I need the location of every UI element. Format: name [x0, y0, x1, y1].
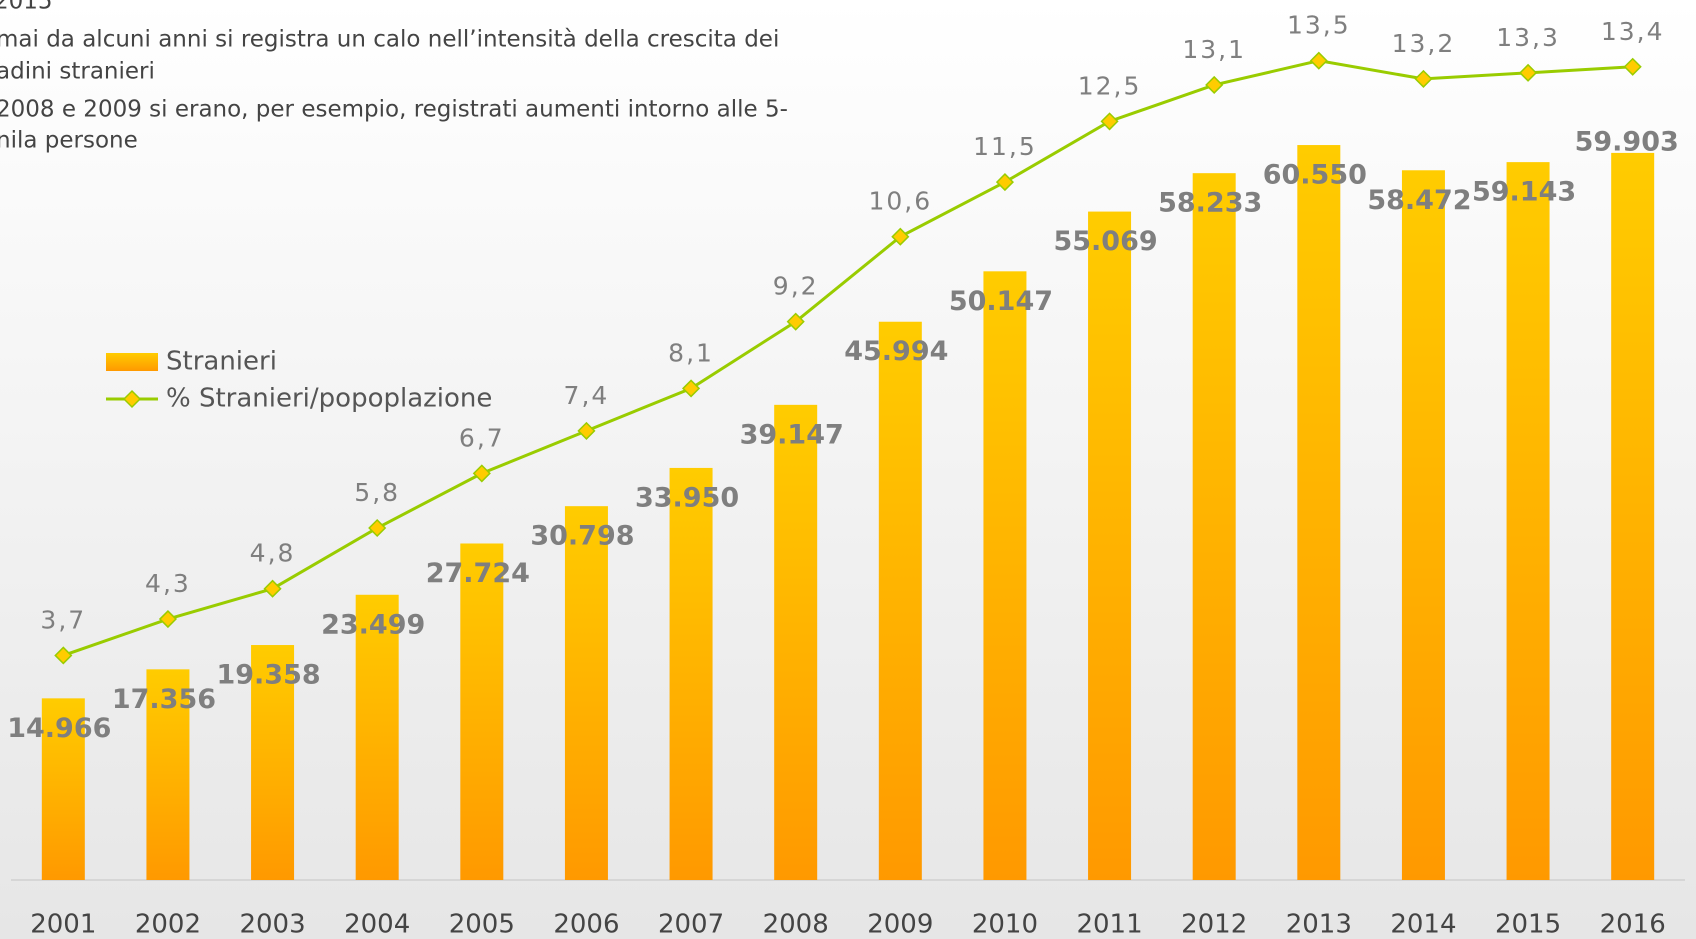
bar-label: 50.147: [949, 286, 1053, 317]
line-label: 4,8: [250, 539, 296, 568]
bar: [355, 594, 399, 880]
x-tick-label: 2001: [30, 910, 96, 939]
marker: [577, 421, 596, 440]
bar-label: 45.994: [844, 336, 948, 367]
line-label: 13,1: [1182, 35, 1246, 64]
x-tick-label: 2011: [1076, 910, 1142, 939]
marker: [1205, 75, 1224, 95]
bar: [1088, 211, 1132, 880]
line-label: 13,2: [1392, 29, 1456, 58]
bar-label: 55.069: [1053, 226, 1157, 257]
line-label: 7,4: [564, 381, 610, 410]
marker: [891, 227, 910, 246]
x-tick-label: 2013: [1286, 910, 1352, 939]
bar-label: 58.472: [1367, 185, 1471, 216]
bar: [1401, 170, 1445, 881]
x-tick-label: 2002: [135, 910, 201, 939]
x-tick-label: 2003: [239, 910, 305, 939]
marker: [786, 312, 805, 331]
x-tick-label: 2014: [1390, 910, 1456, 939]
line-label: 13,5: [1287, 11, 1351, 40]
bar-label: 17.356: [112, 684, 216, 715]
line-label: 13,3: [1496, 23, 1560, 52]
x-tick-label: 2010: [972, 910, 1038, 939]
line-label: 5,8: [354, 478, 400, 507]
annotation: 2015: [0, 0, 53, 15]
line-label: 8,1: [668, 338, 714, 367]
bar: [251, 645, 295, 880]
legend-marker: [122, 389, 142, 409]
line-label: 11,5: [973, 132, 1037, 161]
x-tick-label: 2008: [763, 910, 829, 939]
marker: [1309, 51, 1328, 70]
x-tick-label: 2007: [658, 910, 724, 939]
marker: [472, 464, 491, 483]
bar: [1506, 162, 1550, 880]
bar-label: 58.233: [1158, 188, 1262, 219]
line-label: 10,6: [868, 187, 932, 216]
bar: [669, 467, 713, 880]
bar: [1297, 145, 1341, 880]
marker: [682, 379, 701, 398]
marker: [263, 579, 282, 598]
marker: [54, 646, 73, 665]
line-label: 9,2: [773, 272, 819, 301]
bar: [460, 543, 504, 880]
bar: [983, 271, 1027, 880]
line-label: 4,3: [145, 569, 191, 598]
marker: [1623, 57, 1642, 76]
bar-label: 33.950: [635, 482, 739, 513]
x-tick-label: 2005: [449, 910, 515, 939]
annotation: adini stranieri: [0, 59, 155, 85]
bar-label: 59.903: [1575, 126, 1679, 157]
marker: [1100, 112, 1119, 131]
bar-label: 14.966: [7, 713, 111, 744]
marker: [368, 518, 387, 538]
x-tick-label: 2006: [553, 910, 619, 939]
x-tick-label: 2016: [1600, 910, 1666, 939]
bar: [41, 698, 85, 880]
legend-swatch: [106, 353, 158, 371]
bar: [1611, 152, 1655, 881]
bar: [774, 404, 818, 880]
marker: [995, 173, 1015, 192]
bar-label: 19.358: [216, 660, 320, 691]
x-tick-label: 2004: [344, 910, 410, 939]
bar-label: 23.499: [321, 609, 425, 640]
bar-label: 30.798: [530, 521, 634, 552]
line-label: 12,5: [1078, 71, 1142, 100]
bar-label: 60.550: [1263, 160, 1367, 191]
line-label: 6,7: [459, 423, 505, 452]
bar: [878, 321, 922, 880]
annotation: 2008 e 2009 si erano, per esempio, regis…: [0, 97, 788, 123]
legend-label: % Stranieri/popoplazione: [166, 384, 492, 414]
x-tick-label: 2009: [867, 910, 933, 939]
bar-label: 39.147: [740, 419, 844, 450]
bar: [146, 669, 190, 880]
marker: [1414, 69, 1433, 88]
bar-label: 59.143: [1472, 177, 1576, 208]
marker: [158, 609, 177, 629]
legend-label: Stranieri: [166, 347, 277, 377]
annotation: nila persone: [0, 128, 138, 154]
bar: [564, 506, 608, 880]
annotation: mai da alcuni anni si registra un calo n…: [0, 27, 779, 53]
line-label: 13,4: [1601, 17, 1665, 46]
marker: [1518, 63, 1538, 82]
bar-label: 27.724: [426, 558, 530, 589]
line-label: 3,7: [40, 605, 86, 634]
line: [62, 59, 1633, 657]
x-tick-label: 2015: [1495, 910, 1561, 939]
bar: [1192, 173, 1236, 880]
x-tick-label: 2012: [1181, 910, 1247, 939]
